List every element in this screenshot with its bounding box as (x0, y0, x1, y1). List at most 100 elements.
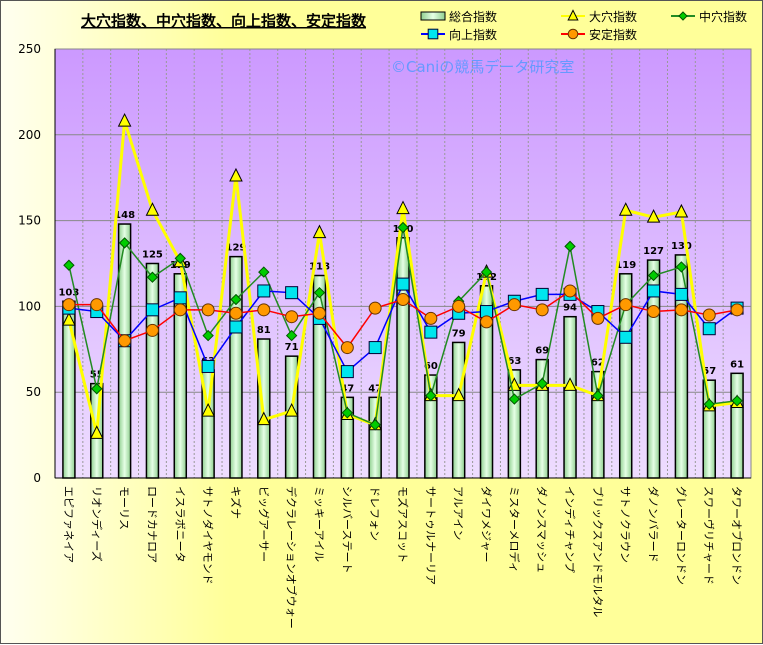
bar (229, 255, 243, 479)
bar-data-label: 62 (591, 358, 605, 369)
x-tick-label: スワーヴリチャード (702, 486, 716, 585)
bar-data-label: 47 (340, 383, 354, 394)
x-tick-label: キズナ (229, 486, 243, 519)
bar (618, 273, 633, 479)
bar-data-label: 130 (671, 241, 692, 252)
legend-label: 総合指数 (449, 9, 497, 24)
circle-marker (674, 303, 688, 317)
circle-marker (312, 306, 326, 320)
x-tick-label: ロードカナロア (145, 486, 158, 563)
x-tick-label: サトノクラウン (619, 486, 632, 563)
x-tick-label: サートゥルナーリア (424, 486, 437, 585)
square-marker (396, 277, 410, 291)
diamond-marker (675, 261, 688, 273)
x-tick-label: サトノダイヤモンド (201, 486, 215, 585)
triangle-marker (674, 203, 689, 218)
legend-item: 大穴指数 (561, 9, 637, 24)
x-tick-label: リオンディーズ (90, 486, 104, 562)
x-tick-label: インディチャンプ (563, 486, 577, 573)
diamond-marker (731, 395, 743, 407)
y-tick-label: 50 (26, 385, 41, 399)
diamond-marker (341, 407, 354, 419)
bar (563, 315, 577, 479)
y-tick-label: 200 (18, 128, 41, 142)
triangle-marker (396, 200, 410, 215)
legend-item: 向上指数 (421, 27, 497, 42)
series-circle (62, 284, 744, 355)
bar-data-label: 47 (368, 383, 382, 394)
x-tick-label: エピファネイア (62, 486, 75, 563)
bar (368, 396, 382, 479)
circle-marker (145, 323, 159, 337)
circle-marker (647, 305, 661, 319)
x-tick-label: イスラボニータ (173, 486, 186, 563)
triangle-marker (618, 202, 633, 216)
bar-data-label: 71 (285, 342, 299, 353)
series-square (62, 277, 744, 379)
circle-marker (535, 303, 549, 317)
x-tick-label: ブリックスアンドモルタル (591, 486, 605, 617)
circle-marker (452, 299, 466, 313)
x-tick-label: ミッキーアイル (312, 486, 325, 562)
triangle-marker (256, 411, 271, 426)
triangle-marker (284, 402, 299, 417)
legend-item: 安定指数 (561, 27, 637, 42)
y-tick-label: 100 (18, 299, 41, 313)
diamond-marker (703, 398, 715, 410)
bar-data-label: 81 (257, 325, 271, 336)
diamond-marker (313, 286, 326, 299)
y-tick-label: 250 (18, 42, 41, 56)
legend-item: 中穴指数 (671, 9, 747, 24)
bar (117, 223, 132, 479)
bar-data-label: 94 (563, 303, 577, 314)
diamond-marker (480, 266, 493, 278)
diamond-marker (230, 293, 242, 306)
bar (702, 379, 716, 479)
x-tick-label: モズアスコット (396, 486, 410, 563)
triangle-marker (451, 387, 466, 402)
circle-marker (730, 303, 744, 317)
diamond-marker (174, 252, 186, 265)
diamond-marker (63, 259, 75, 271)
diamond-marker (647, 269, 660, 282)
x-tick-label: ダノンバラード (647, 486, 661, 563)
bar (145, 262, 160, 479)
square-marker (535, 287, 549, 301)
bar-data-label: 119 (615, 260, 636, 271)
diamond-marker (202, 329, 214, 342)
circle-marker (619, 298, 633, 312)
watermark: ©Caniの競馬データ研究室 (391, 58, 574, 76)
x-tick-label: タワーオブロンドン (730, 486, 744, 585)
circle-marker (62, 298, 76, 312)
circle-marker (368, 301, 382, 315)
x-tick-label: ミスターメロディ (507, 486, 521, 573)
bar-data-label: 148 (114, 210, 135, 221)
diamond-marker (118, 237, 131, 249)
square-marker (229, 320, 243, 334)
diamond-marker (678, 11, 688, 21)
legend-label: 中穴指数 (699, 9, 747, 24)
bar (62, 300, 76, 479)
square-marker (201, 359, 215, 373)
legend-item: 総合指数 (420, 9, 497, 24)
bar-data-label: 55 (90, 370, 104, 381)
triangle-marker (563, 377, 577, 391)
circle-marker (396, 293, 410, 307)
diamond-marker (425, 389, 437, 402)
bar-data-label: 63 (507, 356, 521, 367)
square-marker (173, 291, 187, 305)
triangle-marker (62, 312, 76, 326)
diamond-marker (91, 383, 103, 395)
diamond-marker (369, 419, 381, 431)
triangle-marker (89, 425, 104, 439)
circle-marker (507, 298, 521, 312)
bar-data-label: 79 (452, 328, 466, 339)
circle-marker (480, 315, 494, 329)
y-tick-label: 0 (33, 471, 41, 485)
circle-marker (201, 303, 215, 317)
x-tick-label: ダノンスマッシュ (535, 486, 549, 573)
diamond-marker (592, 389, 604, 402)
x-tick-label: シルバーステート (340, 486, 353, 573)
